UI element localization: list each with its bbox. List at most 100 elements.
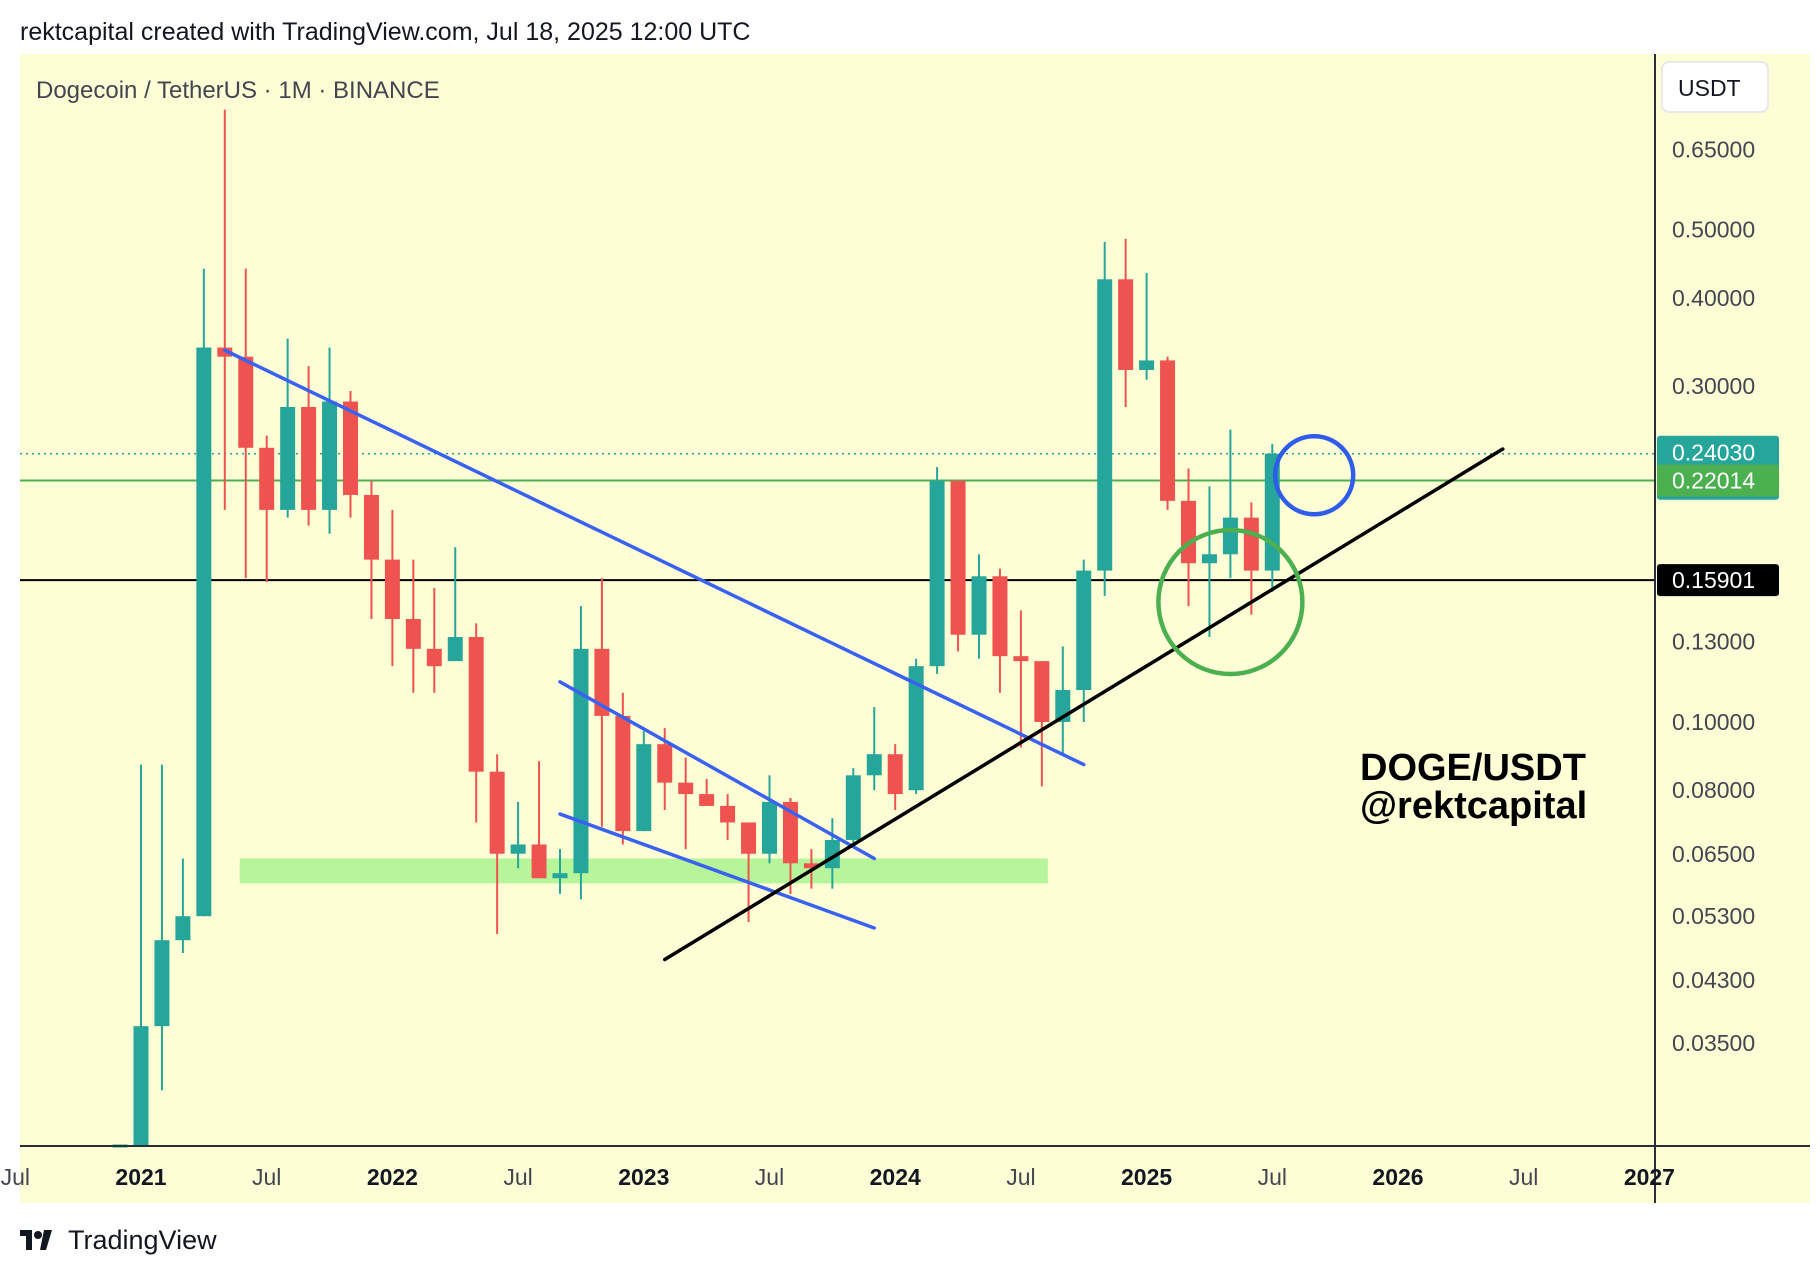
candle-body [971, 576, 987, 635]
candle-body [1076, 570, 1092, 691]
candle-body [196, 347, 212, 917]
candle[interactable] [929, 467, 945, 674]
candle[interactable] [1034, 661, 1050, 787]
candle[interactable] [636, 731, 652, 832]
candle[interactable] [908, 658, 924, 795]
candle[interactable] [280, 338, 296, 518]
candle-body [803, 863, 819, 869]
candle[interactable] [531, 761, 547, 879]
candle[interactable] [322, 347, 338, 534]
candle-body [845, 775, 861, 840]
candle[interactable] [1097, 242, 1113, 596]
x-tick-label: Jul [1, 1164, 30, 1190]
candle-body [1139, 360, 1155, 370]
candle-body [950, 480, 966, 635]
candle[interactable] [154, 764, 170, 1091]
candle[interactable] [1118, 238, 1134, 407]
candle[interactable] [301, 366, 317, 526]
candle[interactable] [762, 775, 777, 864]
candle-body [741, 822, 757, 854]
candle[interactable] [552, 849, 568, 894]
candle[interactable] [510, 801, 526, 869]
x-tick-label: Jul [252, 1164, 281, 1190]
candle-body [1222, 517, 1238, 555]
x-tick-label: Jul [755, 1164, 784, 1190]
candle-body [1118, 279, 1134, 370]
candle-body [322, 401, 338, 510]
candle-body [468, 637, 484, 772]
candle[interactable] [384, 509, 400, 667]
level-tag-1 [1657, 564, 1779, 597]
candle[interactable] [678, 757, 694, 850]
candle-body [887, 754, 903, 795]
y-tick-label: 0.65000 [1672, 136, 1755, 162]
green-circle[interactable] [1156, 527, 1305, 677]
x-tick-label: 2024 [870, 1164, 921, 1190]
candle[interactable] [699, 778, 715, 806]
candle[interactable] [720, 794, 736, 840]
candle-body [280, 406, 296, 510]
x-tick-label: 2025 [1121, 1164, 1172, 1190]
candle-body [866, 754, 882, 776]
candle[interactable] [971, 554, 987, 659]
candle[interactable] [238, 268, 254, 579]
candle[interactable] [845, 768, 861, 845]
candle-body [384, 559, 400, 620]
candle[interactable] [426, 587, 442, 693]
candle-body [1097, 279, 1113, 571]
candle[interactable] [1160, 356, 1176, 510]
x-tick-label: Jul [503, 1164, 532, 1190]
y-tick-label: 0.13000 [1672, 629, 1755, 655]
candle-body [363, 494, 379, 560]
candle[interactable] [259, 435, 275, 583]
x-tick-label: Jul [1006, 1164, 1035, 1190]
candle[interactable] [741, 822, 757, 923]
blue-circle[interactable] [1272, 433, 1356, 517]
candle[interactable] [782, 797, 798, 894]
plot-background [20, 54, 1810, 1203]
y-tick-label: 0.08000 [1672, 777, 1755, 803]
time-axis: Jul 2021 Jul 2022 Jul 2023 Jul 2024 Jul 2025 Jul 20… [1, 1164, 1675, 1190]
candle[interactable] [1076, 559, 1092, 722]
candle[interactable] [1139, 272, 1155, 380]
candle-body [447, 637, 463, 662]
candle[interactable] [1201, 486, 1217, 638]
candle[interactable] [573, 606, 589, 900]
x-tick-label: 2026 [1372, 1164, 1423, 1190]
candle-body [1034, 661, 1050, 722]
candle[interactable] [175, 858, 191, 953]
candle-body [1181, 500, 1196, 564]
tradingview-footer[interactable]: TradingView [20, 1222, 217, 1258]
candle[interactable] [447, 547, 463, 662]
blue-wedge-upper-line[interactable] [223, 348, 1086, 767]
candles-layer [112, 109, 1280, 1148]
candle[interactable] [363, 480, 379, 620]
candle-body [908, 666, 924, 791]
candle[interactable] [489, 754, 505, 935]
x-tick-label: Jul [1258, 1164, 1287, 1190]
y-tick-label: 0.40000 [1672, 285, 1755, 311]
y-tick-label: 0.05300 [1672, 903, 1755, 929]
candle[interactable] [196, 268, 212, 917]
blue-channel-upper-line[interactable] [558, 680, 876, 861]
candle[interactable] [992, 568, 1008, 693]
candle[interactable] [405, 559, 421, 693]
candle[interactable] [594, 578, 610, 827]
candle-body [1013, 656, 1029, 662]
candle-body [238, 356, 254, 448]
black-support-line[interactable] [663, 447, 1505, 962]
candle-body [531, 844, 547, 879]
currency-button[interactable]: USDT [1661, 61, 1769, 113]
x-tick-label: 2021 [115, 1164, 166, 1190]
candle[interactable] [887, 744, 903, 810]
candle[interactable] [1222, 429, 1238, 579]
candle[interactable] [866, 707, 882, 791]
y-tick-label: 0.50000 [1672, 217, 1755, 243]
candle[interactable] [950, 480, 966, 652]
blue-channel-lower-line[interactable] [558, 812, 876, 930]
candle[interactable] [468, 623, 484, 823]
candle[interactable] [1013, 610, 1029, 748]
candle[interactable] [133, 764, 149, 1146]
level-tag-0 [1657, 464, 1779, 497]
